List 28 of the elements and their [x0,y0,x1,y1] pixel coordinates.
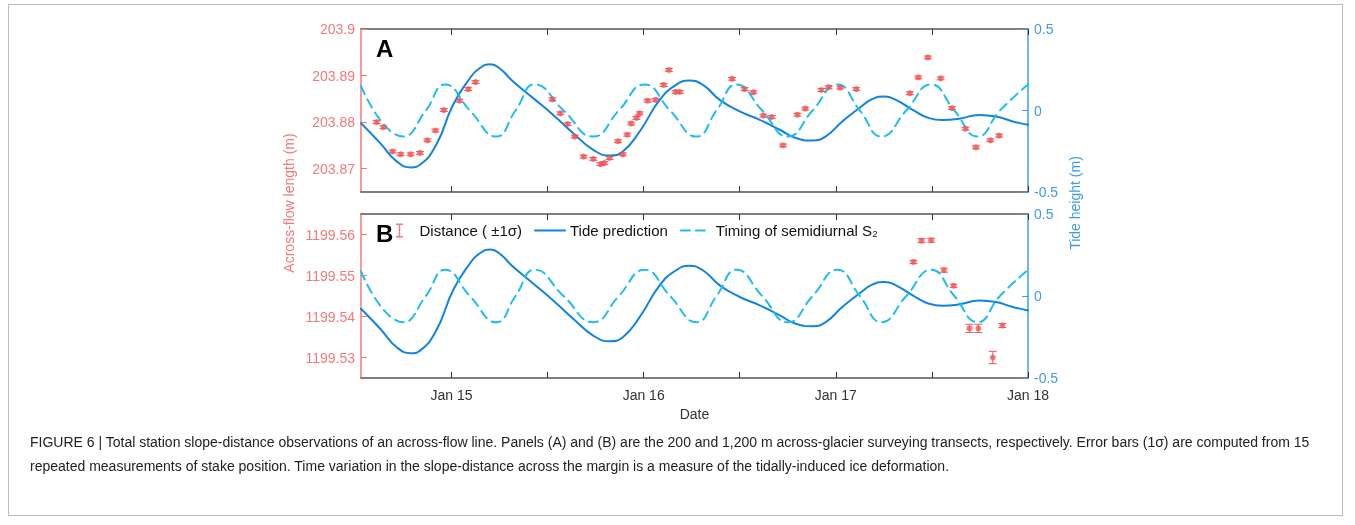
y2-tick-label: -0.5 [1034,184,1059,200]
x-tick-label: Jan 18 [1006,387,1050,403]
y-tick-label: 1199.56 [305,226,356,243]
x-tick-label: Jan 17 [814,387,858,403]
caption: FIGURE 6 | Total station slope-distance observations of an across-flow line. Panels (A) and (B) are the 200 and 1,200 m across-glacier surveying transects, respectively. Error bars (1σ) are computed from 15 repeated measurements of stake position. Time variation in the slope-distance across the margin is a measure of the tidally-induced ice deformation. [30,433,1311,476]
chart-title: A [376,34,394,62]
y2-tick-label: 0 [1034,288,1042,304]
x-tick-label: Jan 15 [430,387,473,403]
y-tick-label: 203.89 [312,67,356,84]
point [989,354,996,361]
legend-label: Timing of semidiurnal S₂ [715,222,879,239]
x-tick-label: Jan 16 [622,387,665,403]
x-axis-title: Date [679,405,710,422]
y-tick-label: 203.9 [319,21,356,37]
legend-label: Distance ( ±1σ) [419,222,523,239]
chart-title: B [376,219,394,247]
legend-label: Tide prediction [570,222,668,239]
y-tick-label: 203.88 [312,114,356,131]
y-axis-title: Across-flow length (m) [281,132,297,275]
y2-tick-label: 0 [1034,102,1042,119]
y2-tick-label: -0.5 [1034,370,1059,386]
y-tick-label: 203.87 [312,160,356,177]
y-tick-label: 1199.54 [305,308,356,325]
y-tick-label: 1199.55 [305,267,356,284]
y-tick-label: 1199.53 [305,349,356,366]
y2-tick-label: 0.5 [1034,206,1054,222]
y2-axis-title: Tide height (m) [1067,155,1083,252]
y2-tick-label: 0.5 [1034,21,1054,37]
